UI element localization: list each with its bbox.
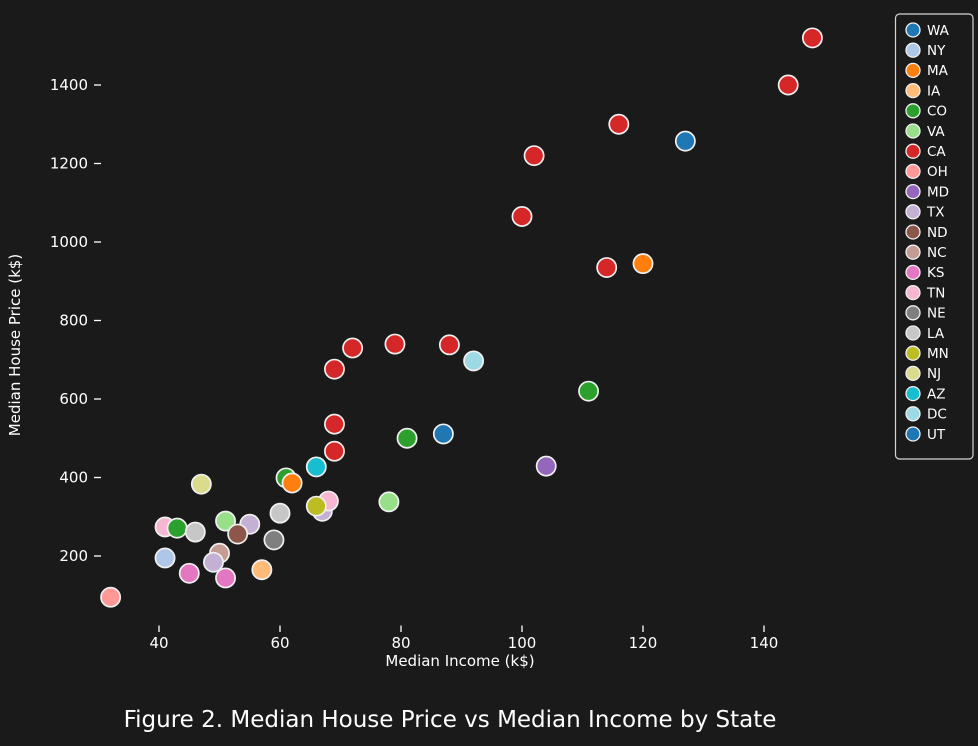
legend-marker-va (905, 123, 921, 139)
legend-marker-ks (905, 264, 921, 281)
legend-label-ut: UT (927, 427, 946, 443)
scatter-point-ca (801, 27, 823, 49)
x-tick-label: 80 (391, 634, 410, 652)
legend-marker-la (905, 325, 921, 341)
scatter-point-co (578, 380, 600, 402)
scatter-point-ca (324, 358, 345, 380)
scatter-point-ks (178, 562, 200, 584)
legend-marker-nj (905, 365, 921, 382)
y-tick-label: 1400 (50, 76, 88, 94)
x-tick-label: 120 (629, 634, 658, 652)
scatter-point-ca (596, 257, 618, 278)
x-tick-label: 140 (750, 634, 779, 652)
x-axis-label: Median Income (k$) (385, 652, 535, 670)
legend-label-va: VA (927, 124, 945, 140)
legend-label-ma: MA (927, 63, 949, 79)
legend-marker-co (905, 103, 921, 119)
scatter-point-ca (342, 337, 364, 359)
legend-label-ny: NY (927, 43, 946, 59)
scatter-point-co (396, 427, 418, 449)
scatter-point-nj (190, 473, 212, 495)
y-tick-label: 800 (59, 312, 88, 330)
scatter-point-mn (305, 495, 327, 517)
legend-label-co: CO (927, 104, 947, 120)
x-tick-label: 60 (270, 634, 289, 652)
y-axis-label: Median House Price (k$) (6, 253, 24, 437)
scatter-point-la (184, 521, 206, 543)
scatter-point-ma (632, 253, 654, 275)
scatter-point-ne (263, 529, 285, 551)
scatter-point-ut (432, 423, 454, 445)
legend-marker-ne (905, 305, 921, 321)
legend-marker-ut (905, 426, 921, 442)
scatter-point-ca (384, 333, 406, 355)
y-tick-label: 600 (59, 390, 88, 408)
scatter-point-oh (100, 586, 122, 608)
legend-label-az: AZ (927, 386, 945, 402)
legend-marker-tx (905, 204, 921, 220)
scatter-point-ny (154, 547, 176, 569)
legend-marker-nd (905, 224, 921, 240)
x-tick-label: 100 (508, 634, 537, 652)
scatter-point-nd (227, 523, 249, 545)
legend-label-nd: ND (927, 225, 948, 241)
legend-label-dc: DC (927, 407, 947, 423)
scatter-point-ca (523, 145, 545, 167)
legend-marker-nc (905, 244, 921, 260)
scatter-point-md (535, 455, 557, 477)
figure-caption: Figure 2. Median House Price vs Median I… (123, 707, 777, 733)
scatter-point-co (166, 517, 188, 539)
legend-label-nc: NC (927, 245, 947, 261)
y-tick-label: 400 (59, 469, 88, 487)
legend-label-ne: NE (927, 306, 946, 322)
legend-marker-md (905, 183, 921, 200)
scatter-point-va (215, 510, 236, 532)
y-tick-label: 200 (59, 547, 88, 565)
legend-marker-az (905, 385, 921, 402)
legend-marker-ny (905, 42, 921, 58)
scatter-point-ca (438, 334, 460, 356)
scatter-point-va (378, 491, 400, 513)
scatter-point-ca (608, 113, 630, 135)
legend-marker-wa (905, 22, 921, 38)
legend-marker-ia (905, 82, 921, 99)
legend-label-wa: WA (927, 23, 950, 39)
legend-label-tn: TN (926, 285, 945, 301)
scatter-point-ca (511, 206, 533, 227)
scatter-point-az (305, 456, 327, 478)
x-tick-label: 40 (149, 634, 168, 652)
legend-box (894, 13, 974, 460)
legend-marker-tn (905, 284, 921, 301)
scatter-point-ca (324, 413, 345, 435)
y-tick-label: 1200 (50, 155, 88, 173)
scatter-point-ia (251, 559, 273, 581)
legend-marker-ma (905, 62, 921, 79)
legend-label-md: MD (927, 184, 949, 200)
scatter-point-ma (281, 472, 303, 494)
legend-label-tx: TX (926, 205, 945, 221)
legend-label-ia: IA (927, 83, 941, 99)
legend-label-la: LA (927, 326, 945, 342)
scatter-point-wa (674, 130, 696, 152)
legend-marker-mn (905, 345, 921, 361)
legend-marker-dc (905, 406, 921, 422)
scatter-point-tx (202, 551, 224, 573)
legend-marker-ca (905, 143, 921, 159)
legend-label-ca: CA (927, 144, 946, 160)
legend-label-oh: OH (927, 164, 948, 180)
scatter-point-la (269, 502, 291, 524)
legend-label-ks: KS (927, 265, 944, 281)
legend-marker-oh (905, 163, 921, 180)
scatter-point-dc (463, 350, 485, 372)
legend-label-mn: MN (927, 346, 949, 362)
scatter-point-ca (324, 440, 345, 462)
scatter-point-ks (215, 567, 236, 589)
legend-label-nj: NJ (927, 366, 941, 382)
y-tick-label: 1000 (50, 233, 88, 251)
scatter-point-ca (777, 74, 799, 96)
